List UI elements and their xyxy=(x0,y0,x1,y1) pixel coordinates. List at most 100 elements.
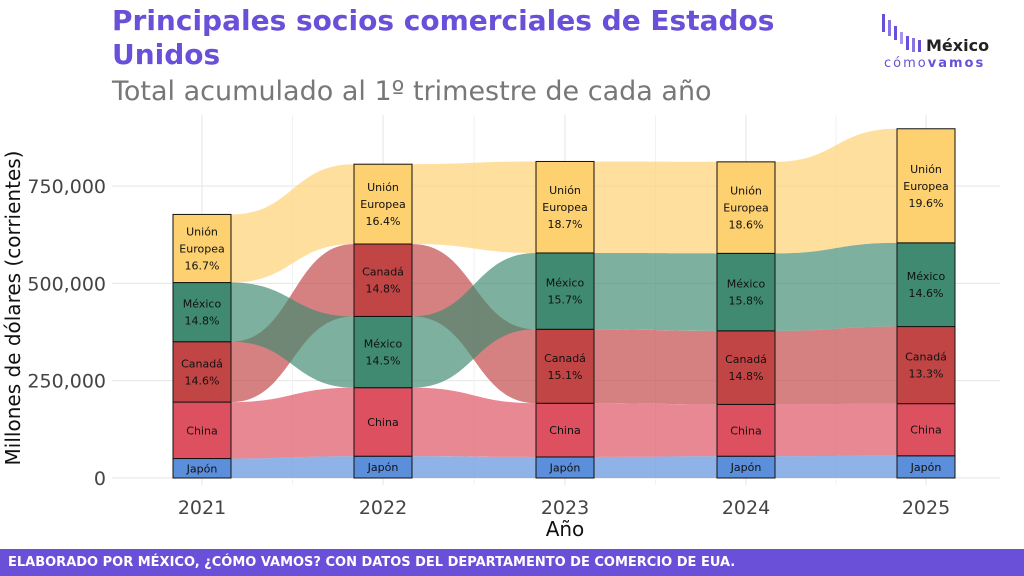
label-union-europea-2021-label-1: Europea xyxy=(179,242,224,255)
bar-union-europea-2022 xyxy=(353,163,413,245)
bar-china-2023 xyxy=(535,402,595,458)
flow-mexico-2024-2025 xyxy=(775,242,897,331)
label-china-2023-label-0: China xyxy=(549,424,580,437)
label-china-2022: China xyxy=(367,416,398,429)
label-mexico-2024: México 15.8% xyxy=(727,278,766,308)
label-canada-2025-pct-1: 13.3% xyxy=(909,368,944,381)
flow-china-2022-2023 xyxy=(412,387,536,457)
flow-mexico-2022-2023 xyxy=(412,252,536,388)
bar-mexico-2024 xyxy=(716,252,776,332)
flow-japon-2024-2025 xyxy=(775,455,897,478)
label-japon-2023: Japón xyxy=(549,461,581,474)
segment-labels: Japón China Canadá 14.6% México 14.8% Unión Eur… xyxy=(179,163,948,475)
label-union-europea-2022-label-0: Unión xyxy=(367,181,399,194)
label-union-europea-2021-pct-2: 16.7% xyxy=(185,259,220,272)
logo-bars-icon xyxy=(882,14,921,52)
label-mexico-2022-label-0: México xyxy=(364,338,403,351)
label-japon-2022: Japón xyxy=(367,461,399,474)
bar-union-europea-2023 xyxy=(535,160,595,254)
label-union-europea-2025-label-0: Unión xyxy=(910,163,942,176)
logo-tagline-bold: vamos xyxy=(927,56,986,71)
label-union-europea-2024: Unión Europea 18.6% xyxy=(723,185,768,232)
footer-credit: ELABORADO POR MÉXICO, ¿CÓMO VAMOS? CON D… xyxy=(0,549,1024,576)
label-union-europea-2021: Unión Europea 16.7% xyxy=(179,225,224,272)
label-mexico-2025: México 14.6% xyxy=(907,270,946,300)
label-mexico-2021: México 14.8% xyxy=(183,298,222,328)
label-canada-2022-label-0: Canadá xyxy=(362,266,404,279)
label-japon-2025-label-0: Japón xyxy=(910,461,942,474)
label-japon-2022-label-0: Japón xyxy=(367,461,399,474)
label-union-europea-2022-label-1: Europea xyxy=(360,198,405,211)
label-union-europea-2023: Unión Europea 18.7% xyxy=(542,184,587,231)
bar-canada-2023 xyxy=(535,328,595,404)
label-japon-2021-label-0: Japón xyxy=(186,462,218,475)
logo-tagline-regular: cómo xyxy=(884,56,928,71)
flow-canada-2024-2025 xyxy=(775,326,897,405)
label-china-2025: China xyxy=(910,424,941,437)
flow-japon-2023-2024 xyxy=(594,456,717,478)
label-china-2023: China xyxy=(549,424,580,437)
label-china-2021: China xyxy=(186,424,217,437)
bar-mexico-2025 xyxy=(896,242,956,328)
label-union-europea-2024-label-0: Unión xyxy=(730,185,762,198)
bar-canada-2024 xyxy=(716,330,776,405)
flow-japon-2021-2022 xyxy=(231,456,354,478)
label-mexico-2024-pct-1: 15.8% xyxy=(729,295,764,308)
alluvial-chart: Japón China Canadá 14.6% México 14.8% Unión Eur… xyxy=(1,115,1000,541)
label-canada-2023-pct-1: 15.1% xyxy=(548,369,583,382)
label-mexico-2024-label-0: México xyxy=(727,278,766,291)
label-japon-2025: Japón xyxy=(910,461,942,474)
flow-japon-2022-2023 xyxy=(412,456,536,478)
bar-china-2025 xyxy=(896,403,956,457)
label-japon-2023-label-0: Japón xyxy=(549,461,581,474)
x-tick-label-2021: 2021 xyxy=(178,497,226,519)
label-union-europea-2023-label-0: Unión xyxy=(549,184,581,197)
label-mexico-2021-label-0: México xyxy=(183,298,222,311)
bar-china-2024 xyxy=(716,403,776,457)
logo-word: México xyxy=(926,36,990,55)
label-union-europea-2022: Unión Europea 16.4% xyxy=(360,181,405,228)
label-china-2022-label-0: China xyxy=(367,416,398,429)
label-canada-2024: Canadá 14.8% xyxy=(725,353,767,383)
label-canada-2021-label-0: Canadá xyxy=(181,357,223,370)
flow-union-europea-2024-2025 xyxy=(775,128,897,254)
label-canada-2024-pct-1: 14.8% xyxy=(729,370,764,383)
flow-china-2021-2022 xyxy=(231,387,354,459)
x-tick-label-2022: 2022 xyxy=(359,497,407,519)
y-axis-ticks: 0 250,000 500,000 750,000 xyxy=(27,176,106,490)
label-union-europea-2024-pct-2: 18.6% xyxy=(729,219,764,232)
bar-canada-2021 xyxy=(172,341,232,403)
label-union-europea-2021-label-0: Unión xyxy=(186,225,218,238)
label-japon-2024: Japón xyxy=(730,461,762,474)
label-japon-2024-label-0: Japón xyxy=(730,461,762,474)
label-mexico-2022-pct-1: 14.5% xyxy=(366,355,401,368)
chart-subtitle: Total acumulado al 1º trimestre de cada … xyxy=(112,76,712,107)
flow-union-europea-2021-2022 xyxy=(231,164,354,283)
x-tick-label-2024: 2024 xyxy=(722,497,770,519)
bar-mexico-2022 xyxy=(353,315,413,389)
bar-canada-2025 xyxy=(896,326,956,405)
label-china-2021-label-0: China xyxy=(186,424,217,437)
label-mexico-2023-label-0: México xyxy=(546,277,585,290)
bar-china-2021 xyxy=(172,401,232,460)
x-axis-title: Año xyxy=(546,517,585,541)
bar-union-europea-2021 xyxy=(172,213,232,284)
x-tick-label-2023: 2023 xyxy=(541,497,589,519)
label-canada-2022: Canadá 14.8% xyxy=(362,266,404,296)
label-union-europea-2025-label-1: Europea xyxy=(903,180,948,193)
label-union-europea-2025-pct-2: 19.6% xyxy=(909,197,944,210)
bar-canada-2022 xyxy=(353,243,413,317)
flow-union-europea-2023-2024 xyxy=(594,161,717,254)
label-canada-2022-pct-1: 14.8% xyxy=(366,283,401,296)
bar-union-europea-2025 xyxy=(896,128,956,244)
label-canada-2021-pct-1: 14.6% xyxy=(185,374,220,387)
x-axis-ticks: 2021 2022 2023 2024 2025 xyxy=(178,497,950,519)
label-mexico-2021-pct-1: 14.8% xyxy=(185,315,220,328)
chart-title: Principales socios comerciales de Estado… xyxy=(112,4,775,71)
label-union-europea-2023-pct-2: 18.7% xyxy=(548,218,583,231)
label-union-europea-2022-pct-2: 16.4% xyxy=(366,215,401,228)
label-china-2024-label-0: China xyxy=(730,424,761,437)
label-canada-2025: Canadá 13.3% xyxy=(905,351,947,381)
flow-mexico-2021-2022 xyxy=(231,282,354,388)
flow-canada-2023-2024 xyxy=(594,329,717,405)
